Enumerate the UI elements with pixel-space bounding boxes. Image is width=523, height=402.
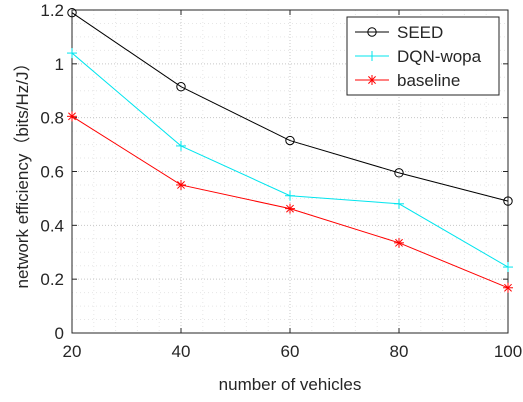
data-point-marker: [285, 135, 295, 146]
y-tick-label: 0.4: [40, 216, 64, 235]
y-tick-label: 1.2: [40, 1, 64, 20]
data-point-marker: [285, 203, 295, 214]
data-point-marker: [176, 82, 186, 92]
x-tick-label: 60: [281, 342, 300, 361]
series-lines: [67, 7, 513, 293]
legend-item: SEED: [355, 23, 443, 42]
y-tick-label: 0.2: [40, 270, 64, 289]
data-point-marker: [67, 111, 77, 122]
x-tick-label: 20: [63, 342, 82, 361]
series-seed: [67, 7, 513, 206]
data-point-marker: [503, 196, 513, 206]
y-tick-label: 0: [55, 324, 64, 343]
y-tick-label: 0.8: [40, 109, 64, 128]
data-point-marker: [503, 282, 513, 293]
legend-item: DQN-wopa: [355, 47, 482, 66]
x-tick-label: 40: [172, 342, 191, 361]
data-point-marker: [394, 237, 404, 248]
legend-item: baseline: [355, 71, 460, 90]
y-tick-label: 1: [55, 55, 64, 74]
data-point-marker: [394, 198, 404, 209]
data-point-marker: [176, 179, 186, 190]
x-tick-label: 80: [390, 342, 409, 361]
legend-label: baseline: [397, 71, 460, 90]
data-point-marker: [367, 27, 377, 37]
axis-ticks: 20 40 60 80 100 0 0.2 0.4 0.6 0.8 1 1.2: [40, 1, 522, 361]
series-line: [71, 12, 509, 202]
x-axis-label: number of vehicles: [219, 375, 362, 394]
data-point-marker: [367, 75, 377, 85]
legend-label: SEED: [397, 23, 443, 42]
data-point-marker: [394, 168, 404, 178]
series-dqn-wopa: [67, 48, 513, 273]
data-point-marker: [67, 48, 77, 59]
y-axis-label: network efficiency（bits/Hz/J）: [13, 55, 32, 289]
legend-label: DQN-wopa: [397, 47, 482, 66]
x-tick-label: 100: [494, 342, 522, 361]
series-baseline: [67, 111, 513, 293]
data-point-marker: [67, 7, 77, 18]
legend: SEED DQN-wopa baseline: [346, 16, 500, 96]
data-point-marker: [176, 140, 186, 151]
data-point-marker: [285, 190, 295, 201]
data-point-marker: [503, 262, 513, 273]
data-point-marker: [367, 51, 377, 61]
y-tick-label: 0.6: [40, 163, 64, 182]
